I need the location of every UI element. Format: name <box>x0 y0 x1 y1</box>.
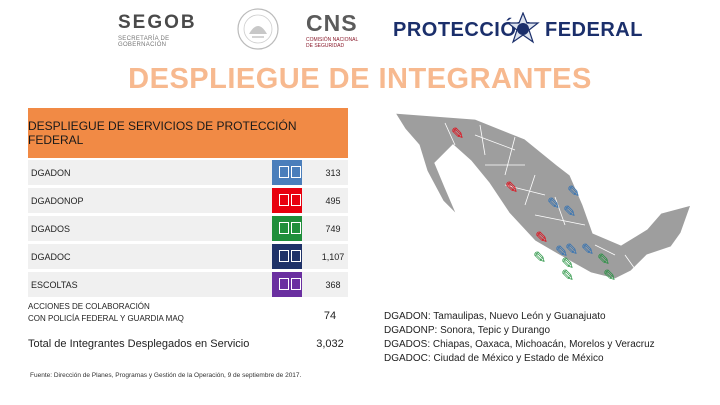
row-value: 313 <box>325 168 341 178</box>
cns-logo: CNS COMISIÓN NACIONAL DE SEGURIDAD <box>306 10 368 50</box>
collaboration-label-line-2: CON POLICÍA FEDERAL Y GUARDIA MAQ <box>28 314 184 323</box>
pin-green-icon: ✎ <box>597 252 610 269</box>
row-value: 749 <box>325 224 341 234</box>
map-land <box>393 112 692 280</box>
pin-red-icon: ✎ <box>505 180 518 197</box>
table-row: DGADONOP 495 <box>28 188 348 213</box>
table-row: DGADOC 1,107 <box>28 244 348 269</box>
proteccion-federal-logo: PROTECCIÓN FEDERAL <box>389 12 642 46</box>
row-color-swatch <box>272 160 302 185</box>
cns-logo-subtitle-2: DE SEGURIDAD <box>306 43 345 49</box>
national-seal-icon <box>233 6 283 52</box>
pf-logo-word-1: PROTECCIÓN <box>393 19 532 41</box>
region-legend: DGADON: Tamaulipas, Nuevo León y Guanaju… <box>384 310 655 366</box>
row-color-swatch <box>272 216 302 241</box>
map-pins: ✎ ✎ ✎ ✎ ✎ ✎ ✎ ✎ ✎ ✎ ✎ ✎ ✎ ✎ <box>451 126 616 285</box>
collaboration-value: 74 <box>323 310 337 322</box>
row-color-swatch <box>272 272 302 297</box>
pin-red-icon: ✎ <box>535 230 548 247</box>
row-label: ESCOLTAS <box>31 280 78 290</box>
table-row: DGADON 313 <box>28 160 348 185</box>
row-value: 1,107 <box>321 252 345 262</box>
total-label: Total de Integrantes Desplegados en Serv… <box>28 338 250 350</box>
table-header-text: DESPLIEGUE DE SERVICIOS DE PROTECCIÓN FE… <box>28 119 297 147</box>
cns-logo-text: CNS <box>306 10 358 36</box>
row-value: 495 <box>325 196 341 206</box>
pf-badge-icon <box>506 12 540 44</box>
table-row: ESCOLTAS 368 <box>28 272 348 297</box>
pin-green-icon: ✎ <box>603 268 616 285</box>
pin-red-icon: ✎ <box>451 126 464 143</box>
row-color-swatch <box>272 244 302 269</box>
pin-blue-icon: ✎ <box>563 204 576 221</box>
pin-blue-icon: ✎ <box>565 242 578 259</box>
total-value: 3,032 <box>316 338 344 350</box>
row-label: DGADON <box>31 168 71 178</box>
row-label: DGADOS <box>31 224 71 234</box>
pin-blue-icon: ✎ <box>581 242 594 259</box>
pin-green-icon: ✎ <box>561 256 574 273</box>
segob-logo-subtitle: SECRETARÍA DE GOBERNACIÓN <box>118 36 170 48</box>
legend-item: DGADOC: Ciudad de México y Estado de Méx… <box>384 353 604 364</box>
legend-item: DGADOS: Chiapas, Oaxaca, Michoacán, More… <box>384 339 655 350</box>
segob-logo: SEGOB SECRETARÍA DE GOBERNACIÓN <box>118 12 214 50</box>
legend-item: DGADONP: Sonora, Tepic y Durango <box>384 325 551 336</box>
source-note: Fuente: Dirección de Planes, Programas y… <box>30 372 302 379</box>
pin-green-icon: ✎ <box>533 250 546 267</box>
table-header: DESPLIEGUE DE SERVICIOS DE PROTECCIÓN FE… <box>28 108 348 158</box>
pin-blue-icon: ✎ <box>547 196 560 213</box>
segob-logo-text: SEGOB <box>118 12 197 33</box>
pin-blue-icon: ✎ <box>555 244 568 261</box>
pf-logo-word-2: FEDERAL <box>545 19 643 41</box>
row-label: DGADOC <box>31 252 71 262</box>
cns-logo-subtitle-1: COMISIÓN NACIONAL <box>306 37 359 43</box>
pin-green-icon: ✎ <box>561 268 574 285</box>
legend-item: DGADON: Tamaulipas, Nuevo León y Guanaju… <box>384 311 606 322</box>
row-value: 368 <box>325 280 341 290</box>
table-row: DGADOS 749 <box>28 216 348 241</box>
row-label: DGADONOP <box>31 196 84 206</box>
page-title: DESPLIEGUE DE INTEGRANTES <box>128 63 592 95</box>
pin-blue-icon: ✎ <box>567 184 580 201</box>
mexico-map: ✎ ✎ ✎ ✎ ✎ ✎ ✎ ✎ ✎ ✎ ✎ ✎ ✎ ✎ <box>385 105 705 310</box>
row-color-swatch <box>272 188 302 213</box>
collaboration-label-line-1: ACCIONES DE COLABORACIÓN <box>28 302 150 311</box>
